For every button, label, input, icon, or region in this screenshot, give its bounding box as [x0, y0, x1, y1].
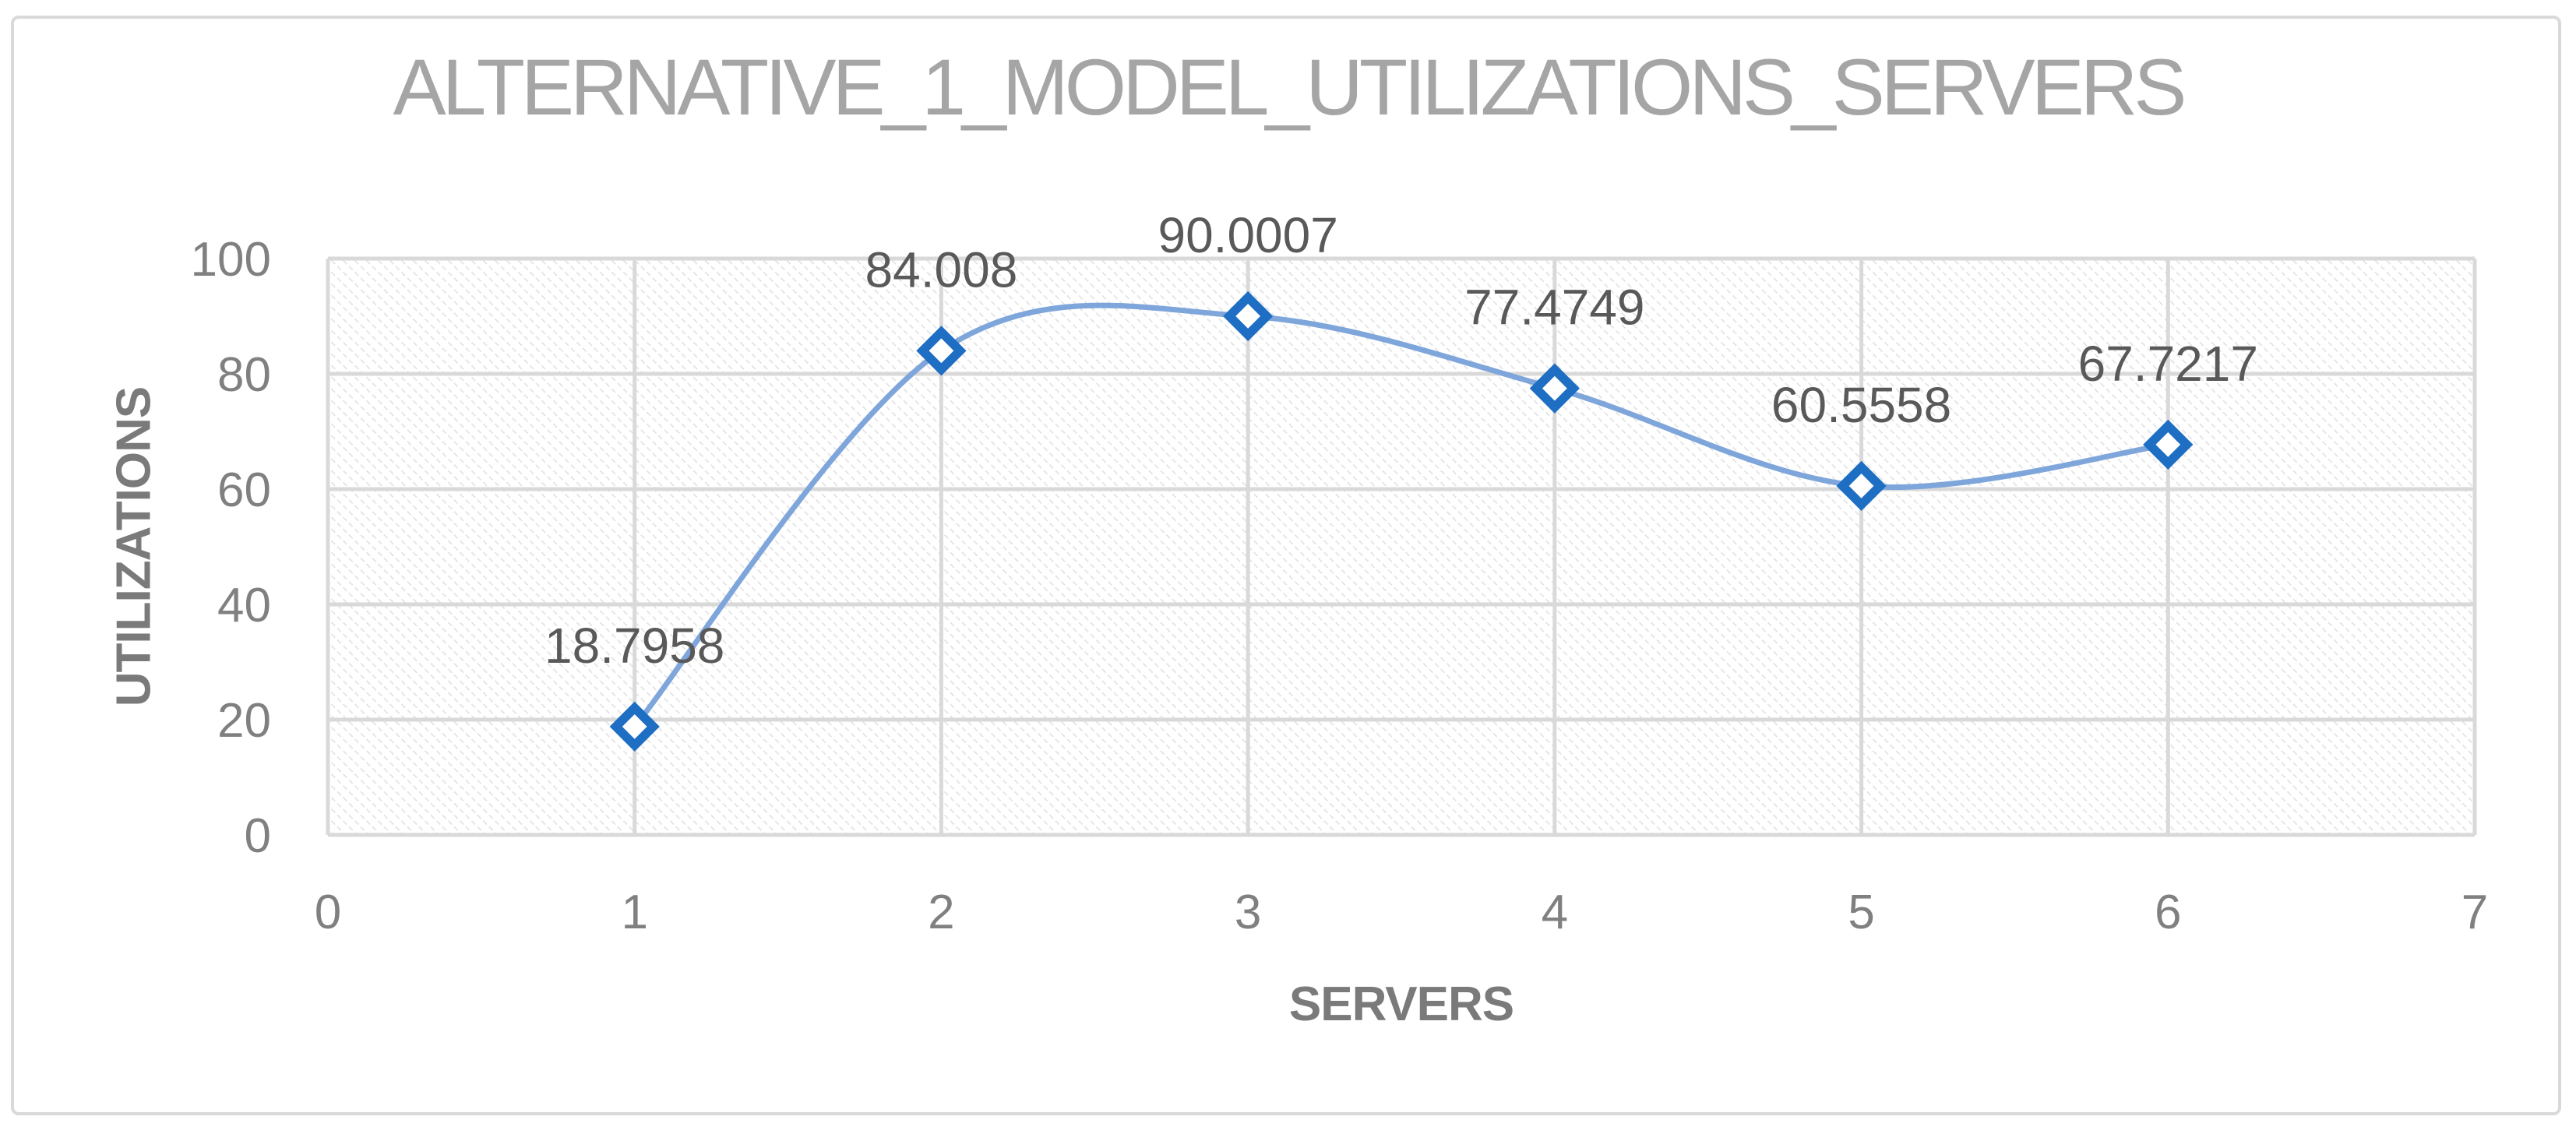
x-axis-title: SERVERS	[1288, 977, 1514, 1031]
y-tick-20: 20	[217, 694, 271, 748]
y-tick-40: 40	[217, 579, 271, 632]
marker-point-2	[916, 326, 967, 376]
x-tick-4: 4	[1542, 886, 1568, 939]
x-tick-1: 1	[621, 886, 647, 939]
y-tick-80: 80	[217, 348, 271, 402]
y-tick-0: 0	[245, 809, 271, 863]
x-tick-5: 5	[1848, 886, 1874, 939]
data-label-1: 18.7958	[544, 618, 724, 674]
data-label-4: 77.4749	[1464, 280, 1644, 336]
x-tick-6: 6	[2155, 886, 2181, 939]
chart-title: ALTERNATIVE_1_MODEL_UTILIZATIONS_SERVERS	[393, 42, 2187, 132]
x-tick-3: 3	[1235, 886, 1261, 939]
data-label-5: 60.5558	[1771, 377, 1951, 433]
marker-point-4	[1529, 363, 1580, 414]
series-line	[633, 302, 2169, 729]
marker-point-1	[609, 701, 660, 752]
plot-area	[328, 259, 2475, 835]
marker-point-3	[1223, 291, 1274, 342]
marker-point-5	[1836, 460, 1887, 512]
y-tick-100: 100	[191, 233, 271, 287]
y-tick-60: 60	[217, 463, 271, 517]
x-tick-2: 2	[928, 886, 954, 939]
data-label-2: 84.008	[865, 241, 1018, 298]
data-label-3: 90.0007	[1158, 207, 1337, 263]
marker-point-6	[2143, 419, 2194, 470]
x-tick-7: 7	[2461, 886, 2488, 939]
data-label-6: 67.7217	[2078, 336, 2258, 392]
x-tick-0: 0	[315, 886, 341, 939]
